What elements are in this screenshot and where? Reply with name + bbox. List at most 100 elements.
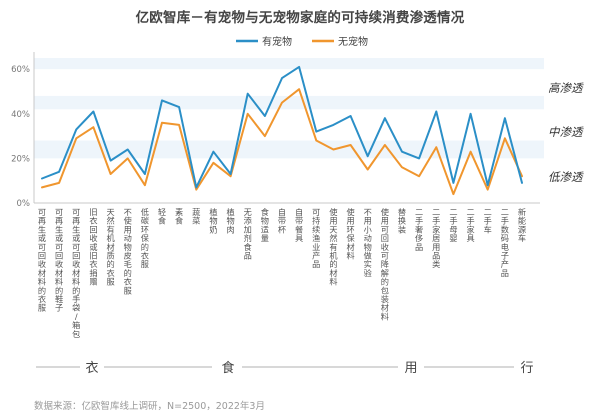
x-tick-label: 无添加剂食品: [244, 207, 252, 261]
x-tick-label-char: 自: [278, 207, 286, 217]
x-tick-label-char: 数: [501, 224, 509, 234]
x-tick-label-char: 奢: [415, 224, 423, 234]
x-tick-label-char: 料: [55, 277, 63, 287]
x-tick-label: 轻食: [158, 207, 166, 226]
x-tick-label-char: 使: [381, 207, 389, 217]
x-tick-label-char: 收: [381, 242, 389, 252]
x-tick-label-char: 料: [329, 277, 337, 287]
x-tick-label-char: 带: [278, 216, 286, 226]
x-tick-label-char: 衣: [106, 268, 114, 278]
x-tick-label-char: 手: [501, 216, 509, 226]
x-tick-label-char: 材: [72, 268, 80, 278]
x-tick-label-char: 保: [346, 233, 355, 243]
x-tick-label-char: 加: [244, 224, 252, 234]
x-tick-label-char: 用: [432, 242, 440, 252]
x-tick-label-char: 品: [501, 268, 509, 278]
x-tick-label-char: 品: [415, 242, 423, 252]
x-tick-label-char: 具: [295, 233, 303, 243]
x-tick-label-char: 自: [295, 207, 303, 217]
x-tick-label-char: 皮: [124, 251, 132, 261]
group-label-1: 衣: [85, 360, 98, 376]
x-tick-label-char: 装: [381, 294, 389, 304]
x-tick-label-char: 的: [72, 285, 80, 295]
x-tick-label-char: 使: [346, 207, 354, 217]
x-tick-label: 二手家具: [466, 207, 474, 243]
x-tick-label-char: 手: [484, 216, 492, 226]
legend: 有宠物 无宠物: [236, 35, 368, 48]
x-tick-label-char: 剂: [244, 233, 252, 243]
x-tick-label-char: 的: [141, 242, 149, 252]
x-tick-label-char: 替: [398, 207, 406, 217]
x-tick-label-char: 收: [72, 259, 80, 269]
x-tick-label-char: 物: [209, 216, 217, 226]
x-tick-label-char: 的: [38, 285, 46, 295]
x-tick-label-char: 低: [141, 207, 149, 217]
x-tick-label-char: 可: [55, 242, 63, 252]
y-tick-label: 20%: [11, 154, 30, 164]
x-tick-label-char: 鞋: [55, 294, 63, 304]
x-tick-label-char: 旧: [89, 207, 97, 217]
x-tick-label-char: 材: [55, 268, 63, 278]
x-tick-label-char: 包: [381, 285, 389, 295]
x-tick-label-char: 或: [89, 242, 97, 252]
x-tick-label-char: 轻: [158, 207, 166, 217]
x-tick-label-char: 箱: [72, 320, 80, 330]
x-tick-label-char: 装: [398, 224, 406, 234]
x-tick-label-char: 产: [501, 259, 509, 269]
x-tick-label: 低碳环保的衣服: [141, 207, 150, 269]
x-tick-label: 自带餐具: [295, 207, 303, 243]
x-tick-label-char: 不: [124, 207, 132, 217]
x-tick-label-char: 车: [484, 224, 492, 234]
x-tick-label-char: 能: [518, 216, 526, 226]
x-tick-label-char: 植: [209, 207, 217, 217]
x-tick-label-char: 手: [466, 216, 474, 226]
x-tick-label: 素食: [175, 207, 183, 226]
x-tick-label-char: 材: [329, 268, 337, 278]
x-tick-label-char: 材: [381, 303, 389, 313]
x-tick-label-char: 动: [364, 233, 372, 243]
x-tick-label-char: 收: [38, 259, 46, 269]
x-tick-label-char: 产: [312, 251, 320, 261]
x-tick-label: 新能源车: [518, 207, 526, 243]
x-tick-label-char: 可: [72, 207, 80, 217]
x-tick-label-char: 子: [55, 303, 63, 313]
x-tick-label-char: 环: [346, 224, 354, 234]
x-tick-label: 植物肉: [226, 207, 234, 234]
chart-title: 亿欧智库－有宠物与无宠物家庭的可持续消费渗透情况: [135, 10, 465, 26]
x-tick-label-char: 不: [364, 207, 372, 217]
x-tick-label-char: 食: [261, 207, 269, 217]
x-tick-label-char: 的: [124, 268, 132, 278]
x-tick-label-char: 材: [106, 242, 114, 252]
x-tick-label-char: 再: [72, 216, 80, 226]
x-tick-label-char: 衣: [89, 259, 97, 269]
x-tick-label-char: 持: [312, 216, 320, 226]
x-tick-label-char: 可: [38, 242, 46, 252]
x-tick-label-char: 有: [329, 242, 337, 252]
x-tick-label-char: 品: [312, 259, 320, 269]
x-tick-label-char: 品: [432, 251, 440, 261]
x-tick-label-char: 电: [501, 242, 509, 252]
x-tick-label-char: 有: [106, 224, 114, 234]
x-tick-label-char: 毛: [124, 259, 132, 269]
x-tick-label-char: 包: [72, 329, 80, 339]
x-tick-label-char: 量: [261, 233, 269, 243]
x-tick-label-char: 食: [175, 216, 183, 226]
x-tick-label: 二手家居用品类: [432, 207, 440, 269]
x-tick-label: 使用可回收可降解的包装材料: [381, 207, 389, 321]
x-tick-label-char: 二: [484, 207, 492, 217]
x-tick-label-char: 再: [55, 216, 63, 226]
category-groups: 衣食用行: [36, 360, 534, 376]
x-tick-label: 天然有机材质的衣服: [106, 207, 115, 287]
x-tick-label-char: 机: [329, 251, 338, 261]
x-tick-label-char: 蔬: [192, 207, 200, 217]
axes: [33, 52, 540, 204]
penetration-label-1: 高渗透: [548, 81, 584, 95]
x-tick-label-char: 赠: [89, 277, 97, 287]
x-tick-label-char: 材: [38, 268, 46, 278]
x-tick-label-char: 生: [72, 224, 80, 234]
y-tick-label: 60%: [11, 65, 30, 75]
x-tick-label-char: 换: [398, 216, 406, 226]
x-tick-label-char: 机: [106, 233, 115, 243]
x-tick-label-char: 杯: [278, 224, 286, 234]
